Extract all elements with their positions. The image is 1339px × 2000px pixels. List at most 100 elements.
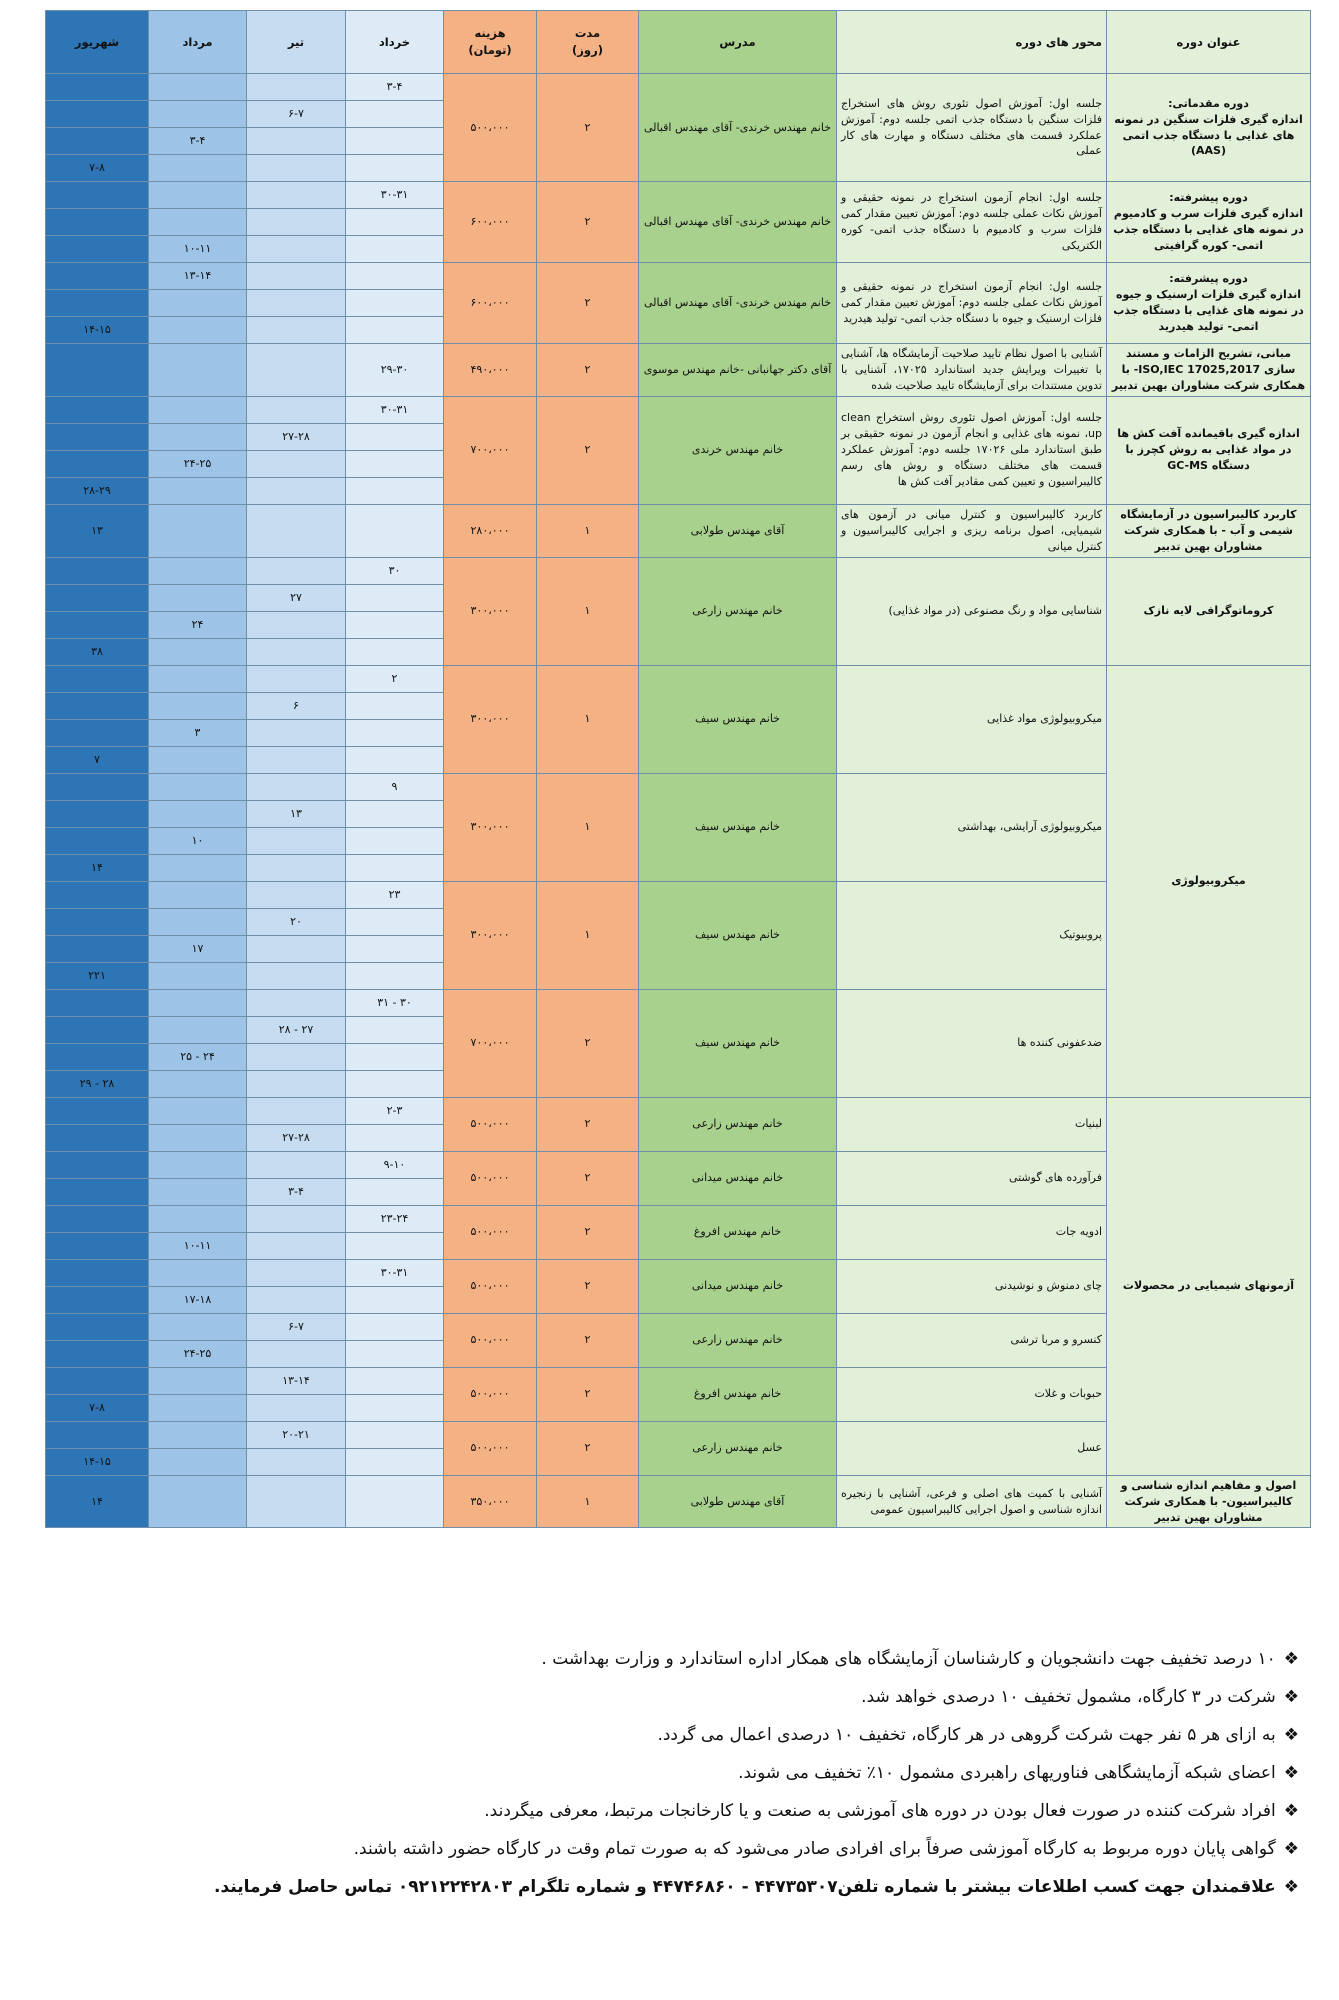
row: اصول و مفاهیم اندازه شناسی و کالیبراسیون… <box>45 1474 1311 1529</box>
note: به ازای هر ۵ نفر جهت شرکت گروهی در هر کا… <box>30 1716 1299 1754</box>
days: ۲ <box>536 1204 639 1260</box>
date-cell <box>45 1096 149 1125</box>
date-cell: ۲۸-۲۹ <box>45 476 149 505</box>
topic: لبنیات <box>836 1096 1107 1152</box>
row: ۷ <box>45 745 1311 774</box>
note: افراد شرکت کننده در صورت فعال بودن در دو… <box>30 1792 1299 1830</box>
date-cell <box>148 1204 247 1233</box>
date-cell <box>45 664 149 693</box>
row: ۱۷ <box>45 934 1311 963</box>
date-cell <box>148 289 247 317</box>
days: ۲ <box>536 1420 639 1476</box>
date-cell <box>345 1042 444 1071</box>
date-cell <box>246 73 346 101</box>
days: ۲ <box>536 73 639 182</box>
date-cell <box>45 610 149 639</box>
date-cell <box>246 154 346 182</box>
date-cell <box>148 772 247 801</box>
date-cell: ۳-۴ <box>345 73 444 101</box>
date-cell <box>45 1042 149 1071</box>
date-cell <box>345 1366 444 1395</box>
date-cell <box>45 718 149 747</box>
date-cell <box>345 1015 444 1044</box>
row: ۳-۴ <box>45 127 1311 155</box>
cost: ۵۰۰،۰۰۰ <box>443 1150 537 1206</box>
header-cell: مرداد <box>148 10 247 74</box>
date-cell: ۷ <box>45 745 149 774</box>
date-cell: ۶ <box>246 691 346 720</box>
date-cell <box>246 745 346 774</box>
days: ۲ <box>536 181 639 263</box>
date-cell <box>246 208 346 236</box>
days: ۱ <box>536 1474 639 1529</box>
date-cell <box>148 664 247 693</box>
date-cell: ۱۳ <box>45 503 149 558</box>
date-cell <box>45 583 149 612</box>
topic: آشنایی با کمیت های اصلی و فرعی، آشنایی ب… <box>836 1474 1107 1529</box>
date-cell: ۳-۴ <box>246 1177 346 1206</box>
row: کروماتوگرافی لایه نازک شناسایی مواد و رنگ… <box>45 556 1311 666</box>
date-cell <box>345 422 444 451</box>
date-cell <box>345 476 444 505</box>
topic: جلسه اول: آموزش اصول تئوری روش استخراج c… <box>836 395 1107 505</box>
days: ۲ <box>536 1312 639 1368</box>
date-cell <box>246 988 346 1017</box>
date-cell <box>246 1204 346 1233</box>
date-cell <box>345 1420 444 1449</box>
date-cell <box>246 664 346 693</box>
course-title: میکروبیولوژی <box>1106 664 1311 1098</box>
date-cell: ۲۷-۲۸ <box>246 422 346 451</box>
date-cell <box>246 181 346 209</box>
cost: ۳۰۰،۰۰۰ <box>443 664 537 774</box>
row: ۶ <box>45 691 1311 720</box>
cost: ۵۰۰،۰۰۰ <box>443 1096 537 1152</box>
date-cell <box>148 1096 247 1125</box>
date-cell: ۳۸ <box>45 637 149 666</box>
date-cell: ۲۸ - ۲۹ <box>45 1069 149 1098</box>
row <box>45 208 1311 236</box>
course-title: دوره مقدماتی: اندازه گیری فلزات سنگین در… <box>1106 73 1311 182</box>
course-title: مبانی، تشریح الزامات و مستند سازی ISO,IE… <box>1106 343 1311 397</box>
row: ۱۳ <box>45 799 1311 828</box>
date-cell: ۳۰-۳۱ <box>345 395 444 424</box>
date-cell <box>148 395 247 424</box>
date-cell <box>345 1339 444 1368</box>
note: اعضای شبکه آزمایشگاهی فناوریهای راهبردی … <box>30 1754 1299 1792</box>
header-cell: خرداد <box>345 10 444 74</box>
header-cell: مدت (روز) <box>536 10 639 74</box>
date-cell: ۳۰ <box>345 556 444 585</box>
date-cell <box>345 799 444 828</box>
date-cell <box>246 1393 346 1422</box>
course-title: کاربرد کالیبراسیون در آزمایشگاه شیمی و آ… <box>1106 503 1311 558</box>
date-cell <box>45 208 149 236</box>
teacher: خانم مهندس زارعی <box>638 1420 837 1476</box>
date-cell <box>345 718 444 747</box>
row: کنسرو و مربا ترشی خانم مهندس زارعی ۲ ۵۰۰،۰۰… <box>45 1312 1311 1368</box>
date-cell <box>246 1258 346 1287</box>
date-cell <box>148 907 247 936</box>
date-cell: ۳۰ - ۳۱ <box>345 988 444 1017</box>
row: حبوبات و غلات خانم مهندس افروغ ۲ ۵۰۰،۰۰۰ ۱۳-… <box>45 1366 1311 1422</box>
date-cell <box>345 826 444 855</box>
topic: فرآورده های گوشتی <box>836 1150 1107 1206</box>
date-cell <box>246 1150 346 1179</box>
date-cell <box>246 235 346 263</box>
date-cell <box>148 1069 247 1098</box>
row: ضدعفونی کننده ها خانم مهندس سیف ۲ ۷۰۰،۰۰۰ ۳۰… <box>45 988 1311 1098</box>
topic: ادویه جات <box>836 1204 1107 1260</box>
cost: ۳۰۰،۰۰۰ <box>443 556 537 666</box>
date-cell <box>148 1150 247 1179</box>
date-cell <box>246 1285 346 1314</box>
date-cell <box>45 343 149 397</box>
days: ۱ <box>536 556 639 666</box>
date-cell <box>148 988 247 1017</box>
date-cell: ۹-۱۰ <box>345 1150 444 1179</box>
date-cell: ۲۴ - ۲۵ <box>148 1042 247 1071</box>
date-cell: ۱۴ <box>45 853 149 882</box>
note: ۱۰ درصد تخفیف جهت دانشجویان و کارشناسان … <box>30 1640 1299 1678</box>
row: اندازه گیری باقیمانده آفت کش ها در مواد … <box>45 395 1311 505</box>
row: ۲۰ <box>45 907 1311 936</box>
course-title: آزمونهای شیمیایی در محصولات <box>1106 1096 1311 1476</box>
days: ۲ <box>536 262 639 344</box>
date-cell <box>148 583 247 612</box>
